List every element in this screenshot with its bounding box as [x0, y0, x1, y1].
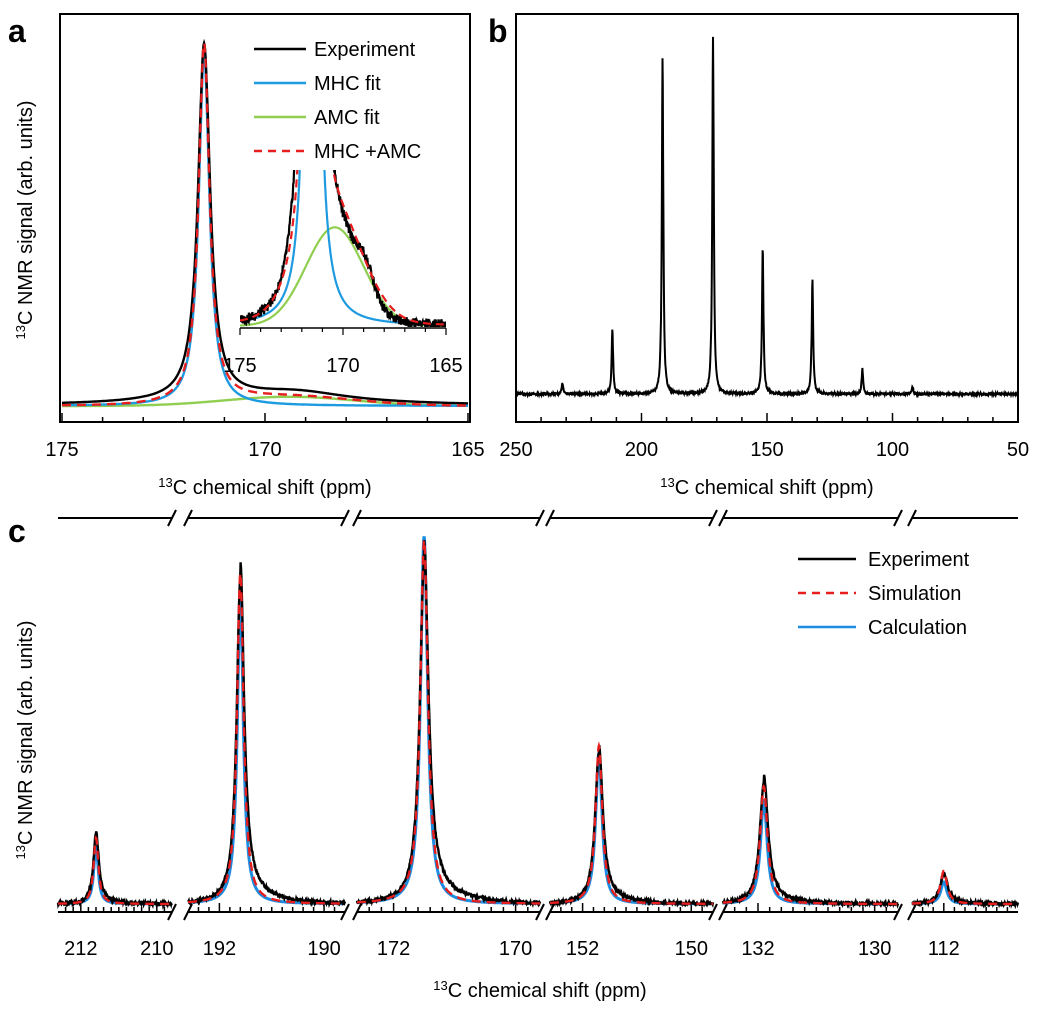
- panel-a-y-axis-label: 13C NMR signal (arb. units): [13, 101, 37, 340]
- panel-c-axis-break-mark: [893, 903, 903, 921]
- panel-a-line-mhc-amc: [62, 42, 468, 407]
- panel-c-line-simulation: [188, 572, 345, 905]
- panel-c-line-experiment: [56, 831, 173, 910]
- panel-c-axis-break-mark: [535, 903, 545, 921]
- panel-c-axis-break-mark: [893, 509, 903, 527]
- panel-c-line-experiment: [187, 562, 347, 909]
- panel-a-x-axis-label: 13C chemical shift (ppm): [158, 475, 371, 499]
- panel-c-line-experiment: [355, 540, 542, 909]
- panel-c-line-calculation: [58, 842, 172, 906]
- panel-c-axis-break-mark: [708, 509, 718, 527]
- panel-a-x-tick-label: 175: [45, 439, 78, 461]
- panel-a-inset-line-mhc-amc: [240, 170, 446, 326]
- panel-c-axis-break-mark: [352, 509, 362, 527]
- panel-c-legend-label-experiment: Experiment: [868, 549, 970, 571]
- panel-a-inset-x-tick-label: 170: [326, 355, 359, 377]
- panel-c: 212 210 192 190 172 170 152 150 132 130 112 Experi…: [13, 509, 1020, 1002]
- panel-b: 250 200 150 100 50 13C chemical shift (ppm): [499, 13, 1029, 499]
- panel-c-x-tick-label: 212: [64, 938, 97, 960]
- panel-c-axis-break-mark: [718, 903, 728, 921]
- panel-a-inset-x-tick-label: 175: [223, 355, 256, 377]
- panel-b-x-tick-label: 150: [750, 439, 783, 461]
- panel-c-line-calculation: [357, 535, 540, 905]
- panel-b-x-tick-label: 250: [499, 439, 532, 461]
- panel-a: 175 170 165 175 170 165 Experiment MHC fit AMC…: [13, 13, 485, 499]
- panel-a-legend-label-mhc-amc: MHC +AMC: [314, 141, 421, 163]
- panel-c-x-tick-label: 170: [499, 938, 532, 960]
- panel-c-legend-label-simulation: Simulation: [868, 583, 961, 605]
- panel-c-axis-break-mark: [708, 903, 718, 921]
- panel-c-line-simulation: [722, 784, 898, 906]
- panel-a-legend: Experiment MHC fit AMC fit MHC +AMC: [254, 39, 421, 163]
- panel-c-axis-break-mark: [718, 509, 728, 527]
- panel-c-x-tick-label: 112: [928, 938, 960, 960]
- panel-c-legend: Experiment Simulation Calculation: [798, 549, 970, 639]
- panel-a-line-mhc-fit: [62, 54, 468, 407]
- panel-c-axis-break-mark: [340, 509, 350, 527]
- panel-a-inset-x-tick-label: 165: [429, 355, 462, 377]
- panel-c-axis-break-mark: [167, 509, 177, 527]
- panel-b-x-axis-label: 13C chemical shift (ppm): [660, 475, 873, 499]
- panel-c-axis-break-mark: [340, 903, 350, 921]
- panel-a-legend-label-mhc-fit: MHC fit: [314, 73, 381, 95]
- panel-a-legend-label-amc-fit: AMC fit: [314, 107, 380, 129]
- panel-c-y-axis-label: 13C NMR signal (arb. units): [13, 621, 37, 860]
- panel-c-line-simulation: [550, 741, 713, 905]
- panel-c-axis-break-mark: [545, 509, 555, 527]
- panel-a-inset-line-experiment: [240, 170, 446, 327]
- panel-c-x-tick-label: 132: [741, 938, 774, 960]
- panel-c-axis-break-mark: [545, 903, 555, 921]
- panel-b-x-tick-label: 100: [876, 439, 909, 461]
- panel-c-legend-label-calculation: Calculation: [868, 617, 967, 639]
- panel-c-line-simulation: [58, 835, 172, 906]
- panel-a-x-tick-label: 170: [248, 439, 281, 461]
- panel-c-axis-break-mark: [907, 509, 917, 527]
- panel-a-frame: [59, 13, 471, 423]
- panel-b-x-tick-label: 50: [1007, 439, 1029, 461]
- panel-c-line-calculation: [188, 598, 345, 906]
- panel-c-axis-break-mark: [167, 903, 177, 921]
- panel-c-x-tick-label: 192: [203, 938, 236, 960]
- panel-label-b: b: [488, 13, 508, 49]
- panel-label-a: a: [8, 13, 26, 49]
- panel-b-line-experiment: [515, 36, 1019, 399]
- panel-c-x-tick-label: 152: [566, 938, 599, 960]
- panel-b-x-tick-label: 200: [625, 439, 658, 461]
- panel-c-x-tick-label: 190: [307, 938, 340, 960]
- panel-c-x-tick-label: 172: [377, 938, 410, 960]
- panel-c-line-calculation: [550, 752, 713, 906]
- panel-a-legend-label-experiment: Experiment: [314, 39, 416, 61]
- panel-c-x-tick-label: 210: [140, 938, 173, 960]
- panel-c-axis-break-mark: [183, 903, 193, 921]
- panel-c-axis-break-mark: [183, 509, 193, 527]
- panel-c-axis-break-mark: [907, 903, 917, 921]
- panel-a-inset-plot: [240, 170, 446, 327]
- panel-c-x-tick-label: 130: [858, 938, 891, 960]
- panel-c-line-simulation: [357, 539, 540, 905]
- panel-c-x-axis-label: 13C chemical shift (ppm): [433, 978, 646, 1002]
- panel-c-line-experiment: [911, 871, 1020, 910]
- panel-c-axis-break-mark: [352, 903, 362, 921]
- panel-a-line-experiment: [62, 38, 468, 405]
- panel-c-line-experiment: [548, 744, 715, 909]
- panel-label-c: c: [8, 513, 26, 549]
- panel-c-line-experiment: [721, 774, 900, 910]
- panel-c-x-tick-label: 150: [675, 938, 708, 960]
- panel-b-frame: [515, 13, 1019, 423]
- panel-a-x-tick-label: 165: [451, 439, 484, 461]
- panel-c-line-simulation: [912, 869, 1018, 906]
- panel-c-axis-break-mark: [535, 509, 545, 527]
